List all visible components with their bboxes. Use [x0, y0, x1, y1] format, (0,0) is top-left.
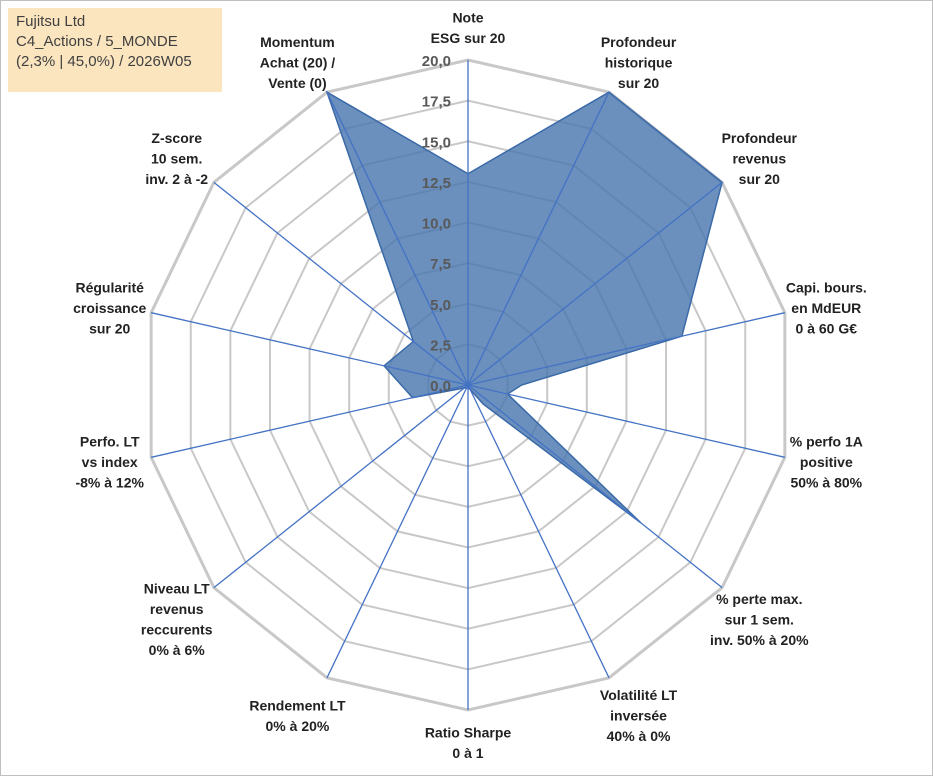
- axis-spoke: [467, 312, 785, 386]
- axis-label-line: Ratio Sharpe: [425, 724, 512, 740]
- axis-spoke: [213, 384, 469, 589]
- axis-spoke: [467, 384, 723, 589]
- axis-label: Momentum Achat (20) / Vente (0): [260, 34, 336, 91]
- axis-label: Profondeur historique sur 20: [601, 34, 677, 91]
- tick-label: 5,0: [430, 297, 451, 314]
- axis-label-line: inv. 2 à -2: [145, 171, 208, 187]
- tick-label: 0,0: [430, 378, 451, 395]
- company-name: Fujitsu Ltd: [16, 13, 86, 30]
- axis-label-line: sur 20: [739, 171, 780, 187]
- axis-label-line: inversée: [610, 708, 667, 724]
- axis-label-line: vs index: [82, 454, 138, 470]
- axis-spoke: [213, 181, 469, 386]
- axis-label-line: % perte max.: [716, 591, 802, 607]
- axis-label: % perte max. sur 1 sem. inv. 50% à 20%: [710, 591, 809, 648]
- axis-label-line: reccurents: [141, 622, 213, 638]
- axis-label-line: Note: [452, 9, 483, 25]
- tick-label: 2,5: [430, 337, 451, 354]
- axis-spoke: [467, 384, 610, 679]
- axis-label-line: sur 1 sem.: [725, 611, 794, 627]
- axis-label: Perfo. LT vs index -8% à 12%: [75, 434, 144, 491]
- axis-label-line: Profondeur: [601, 34, 677, 50]
- axis-label-line: 40% à 0%: [607, 728, 671, 744]
- axis-label: Profondeur revenus sur 20: [722, 130, 798, 187]
- axis-label: Z-score 10 sem. inv. 2 à -2: [145, 130, 208, 187]
- tick-label: 10,0: [422, 216, 451, 233]
- tick-label: 7,5: [430, 256, 451, 273]
- axis-label: Volatilité LT inversée 40% à 0%: [600, 687, 678, 744]
- portfolio-name: C4_Actions / 5_MONDE: [16, 33, 178, 50]
- axis-label-line: 50% à 80%: [790, 475, 862, 491]
- axis-label-line: Momentum: [260, 34, 335, 50]
- axis-label-line: -8% à 12%: [75, 475, 144, 491]
- axis-label-line: revenus: [732, 151, 786, 167]
- tick-label: 20,0: [422, 53, 451, 70]
- axis-label: Régularité croissance sur 20: [73, 279, 146, 336]
- axis-spoke: [151, 384, 469, 458]
- axis-label-line: Niveau LT: [144, 581, 210, 597]
- axis-label-line: en MdEUR: [791, 300, 861, 316]
- axis-label: Rendement LT 0% à 20%: [249, 697, 346, 734]
- axis-spoke: [326, 384, 469, 679]
- axis-spoke: [326, 91, 469, 386]
- axis-label-line: % perfo 1A: [790, 434, 863, 450]
- axis-label: Note ESG sur 20: [431, 9, 506, 46]
- axis-label: Capi. bours. en MdEUR 0 à 60 G€: [786, 279, 867, 336]
- axis-label-line: sur 20: [89, 320, 130, 336]
- axis-label-line: Volatilité LT: [600, 687, 678, 703]
- axis-label-line: revenus: [150, 601, 204, 617]
- tick-label: 15,0: [422, 134, 451, 151]
- axis-label-line: ESG sur 20: [431, 30, 506, 46]
- axis-label-line: positive: [800, 454, 853, 470]
- axis-label-line: 0% à 6%: [149, 642, 206, 658]
- axis-label-line: Vente (0): [268, 75, 326, 91]
- axis-label-line: sur 20: [618, 75, 659, 91]
- axis-spoke: [467, 91, 610, 386]
- axis-spoke: [151, 312, 469, 386]
- params-text: (2,3% | 45,0%) / 2026W05: [16, 53, 192, 70]
- axis-label-line: croissance: [73, 300, 146, 316]
- axis-label-line: inv. 50% à 20%: [710, 632, 809, 648]
- axis-label-line: 0 à 1: [452, 745, 483, 761]
- axis-spoke: [467, 181, 723, 386]
- axis-label: % perfo 1A positive 50% à 80%: [790, 434, 863, 491]
- axis-label-line: Régularité: [75, 279, 144, 295]
- axis-label: Niveau LT revenus reccurents 0% à 6%: [141, 581, 213, 659]
- tick-label: 17,5: [422, 94, 451, 111]
- axis-label-line: Perfo. LT: [80, 434, 140, 450]
- axis-label-line: Z-score: [151, 130, 202, 146]
- axis-label-line: 0 à 60 G€: [796, 320, 858, 336]
- info-box: Fujitsu Ltd C4_Actions / 5_MONDE (2,3% |…: [8, 8, 222, 92]
- axis-label-line: historique: [605, 54, 673, 70]
- axis-label-line: Achat (20) /: [260, 54, 336, 70]
- axis-label-line: 10 sem.: [151, 151, 202, 167]
- axis-label-line: 0% à 20%: [266, 718, 330, 734]
- axis-label-line: Profondeur: [722, 130, 798, 146]
- axis-label-line: Rendement LT: [249, 697, 346, 713]
- tick-label: 12,5: [422, 175, 451, 192]
- axis-label: Ratio Sharpe 0 à 1: [425, 724, 512, 761]
- data-area: [325, 90, 723, 524]
- axis-spoke: [467, 384, 785, 458]
- axis-label-line: Capi. bours.: [786, 279, 867, 295]
